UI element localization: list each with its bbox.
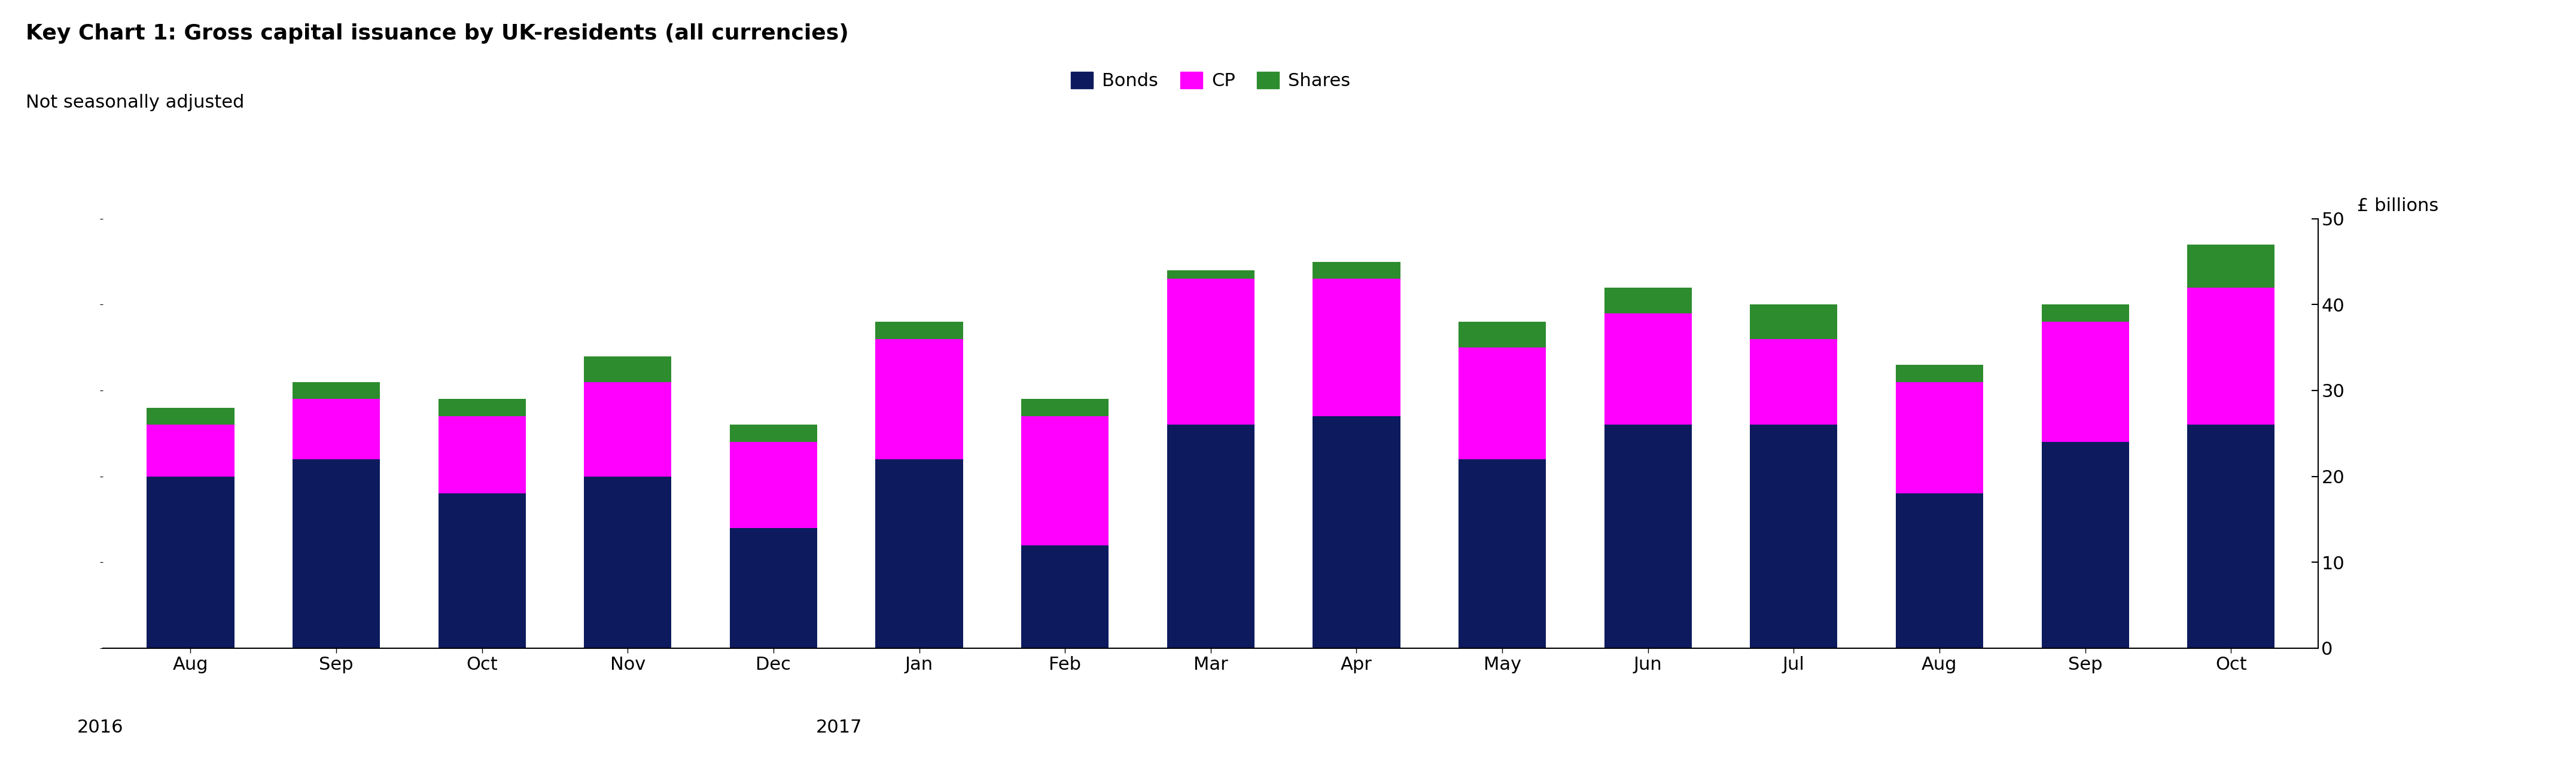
Bar (1749, 425, 1837, 648)
Bar (2040, 442, 2128, 648)
Bar (585, 382, 672, 476)
Bar (1167, 279, 1255, 425)
Bar (2187, 244, 2275, 287)
Text: 2017: 2017 (817, 719, 863, 736)
Bar (729, 442, 817, 528)
Text: £ billions: £ billions (2357, 198, 2439, 215)
Bar (1458, 459, 1546, 648)
Bar (147, 425, 234, 476)
Bar (1896, 365, 1984, 382)
Bar (294, 459, 381, 648)
Bar (729, 425, 817, 442)
Bar (729, 528, 817, 648)
Bar (1314, 279, 1401, 416)
Bar (1896, 494, 1984, 648)
Bar (147, 408, 234, 425)
Bar (1167, 425, 1255, 648)
Bar (585, 356, 672, 382)
Text: 2016: 2016 (77, 719, 124, 736)
Bar (1749, 305, 1837, 339)
Bar (1458, 348, 1546, 459)
Bar (1314, 416, 1401, 648)
Bar (1167, 270, 1255, 279)
Bar (876, 322, 963, 339)
Bar (876, 339, 963, 459)
Text: Key Chart 1: Gross capital issuance by UK-residents (all currencies): Key Chart 1: Gross capital issuance by U… (26, 23, 848, 44)
Bar (1314, 262, 1401, 279)
Bar (147, 476, 234, 648)
Legend: Bonds, CP, Shares: Bonds, CP, Shares (1064, 65, 1358, 97)
Bar (1605, 287, 1692, 313)
Bar (438, 416, 526, 494)
Bar (438, 399, 526, 416)
Bar (2040, 305, 2128, 322)
Bar (1458, 322, 1546, 348)
Bar (2187, 287, 2275, 425)
Bar (294, 382, 381, 399)
Bar (1020, 399, 1108, 416)
Bar (585, 476, 672, 648)
Text: Not seasonally adjusted: Not seasonally adjusted (26, 94, 245, 111)
Bar (1749, 339, 1837, 425)
Bar (1605, 425, 1692, 648)
Bar (1020, 416, 1108, 545)
Bar (1605, 313, 1692, 425)
Bar (2187, 425, 2275, 648)
Bar (876, 459, 963, 648)
Bar (1020, 545, 1108, 648)
Bar (1896, 382, 1984, 494)
Bar (294, 399, 381, 459)
Bar (438, 494, 526, 648)
Bar (2040, 322, 2128, 442)
